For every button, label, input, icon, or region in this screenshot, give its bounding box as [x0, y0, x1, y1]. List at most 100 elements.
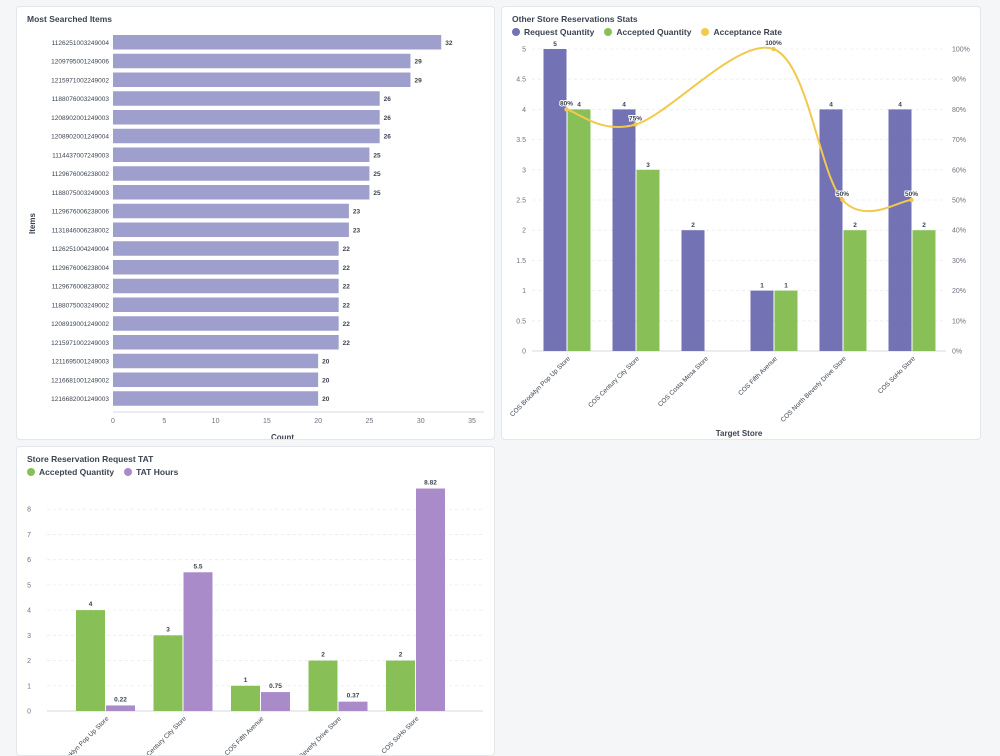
bar: [113, 185, 370, 200]
legend-label: Accepted Quantity: [616, 27, 692, 37]
legend-item[interactable]: Accepted Quantity: [604, 27, 691, 37]
y-tick-label: 1215971002249003: [51, 340, 109, 347]
line-label: 50%: [905, 191, 918, 198]
data-label: 22: [343, 321, 351, 328]
y-tick-label: 2: [522, 228, 526, 235]
bar: [113, 316, 339, 331]
y-tick-label: 1188075003249003: [52, 190, 110, 197]
y-tick-label: 0: [522, 349, 526, 356]
y-tick-label: 1216682001249003: [51, 396, 109, 403]
x-tick-label: 35: [468, 418, 476, 425]
bar: [113, 35, 442, 50]
y-tick-label: 0.5: [516, 318, 526, 325]
data-label: 0.75: [269, 683, 282, 690]
y-tick-label: 1209795001249006: [51, 59, 109, 66]
y-tick-label: 8: [27, 507, 31, 514]
data-label: 25: [373, 152, 381, 159]
x-tick-label: 0: [111, 418, 115, 425]
data-label: 2: [399, 652, 403, 659]
data-label: 25: [373, 171, 381, 178]
y-tick-label: 1129676006238004: [52, 265, 110, 272]
line-label: 50%: [836, 191, 849, 198]
y2-tick-label: 80%: [952, 107, 966, 114]
x-tick-label: 30: [417, 418, 425, 425]
reservations-chart: 00.511.522.533.544.550%10%20%30%40%50%60…: [509, 39, 970, 438]
bar: [113, 278, 339, 294]
legend-dot-icon: [701, 28, 710, 36]
y-tick-label: 1114437007249003: [52, 152, 109, 159]
y-tick-label: 1129676006238002: [52, 171, 110, 178]
legend-dot-icon: [124, 468, 133, 476]
bar-accepted-quantity: [636, 169, 660, 351]
data-label: 25: [373, 190, 381, 197]
bar-tat-hours: [261, 692, 290, 711]
y2-tick-label: 10%: [952, 318, 966, 325]
bar-request-quantity: [543, 49, 567, 351]
tat-card: Store Reservation Request TAT Accepted Q…: [16, 446, 495, 756]
bar: [113, 128, 380, 144]
data-label: 26: [384, 134, 392, 141]
data-label: 2: [853, 222, 857, 229]
legend-item[interactable]: Acceptance Rate: [701, 27, 782, 37]
y2-tick-label: 30%: [952, 258, 966, 265]
x-axis-title: Target Store: [716, 429, 763, 438]
legend: Accepted Quantity TAT Hours: [27, 467, 178, 477]
data-label: 22: [343, 246, 351, 253]
y-tick-label: 1: [522, 288, 526, 295]
bar: [113, 353, 319, 369]
bar: [113, 241, 339, 256]
data-label: 1: [784, 283, 788, 290]
legend-label: Accepted Quantity: [39, 467, 115, 477]
data-label: 2: [321, 652, 325, 659]
data-label: 22: [343, 265, 351, 272]
legend-item[interactable]: TAT Hours: [124, 467, 178, 477]
data-label: 26: [384, 115, 392, 122]
legend-label: Request Quantity: [524, 27, 595, 37]
bar-accepted-quantity: [231, 685, 260, 711]
data-label: 20: [322, 359, 330, 366]
y-tick-label: 3.5: [516, 137, 526, 144]
card-title: Store Reservation Request TAT: [27, 454, 154, 464]
x-tick-label: COS Fifth Avenue: [737, 355, 779, 397]
data-label: 26: [384, 96, 392, 103]
y-axis-title: Items: [28, 213, 37, 234]
bar-accepted-quantity: [76, 610, 105, 711]
bar-accepted-quantity: [843, 230, 867, 351]
data-label: 5.5: [193, 563, 202, 570]
x-tick-label: 15: [263, 418, 271, 425]
bar: [113, 391, 319, 406]
bar: [113, 297, 339, 312]
data-label: 22: [343, 340, 351, 347]
bar-accepted-quantity: [308, 660, 338, 711]
most-searched-chart: 0 5 10 15 20 25 30 35 1126251003249004 32 12097950…: [28, 35, 484, 439]
data-label: 29: [414, 59, 422, 66]
data-label: 4: [577, 101, 581, 108]
legend-label: Acceptance Rate: [713, 27, 782, 37]
y-tick-label: 1126251003249004: [52, 40, 110, 47]
card-title: Most Searched Items: [27, 14, 113, 24]
data-label: 2: [691, 222, 695, 229]
y2-tick-label: 0%: [952, 349, 962, 356]
legend-dot-icon: [512, 28, 520, 36]
y-tick-label: 0: [27, 709, 31, 716]
y-tick-label: 1188076003249003: [52, 96, 110, 103]
bar: [113, 222, 349, 237]
legend-item[interactable]: Request Quantity: [512, 27, 594, 37]
data-label: 1: [244, 677, 248, 684]
y-tick-label: 1208902001249004: [51, 134, 109, 141]
line-point: [909, 197, 914, 203]
data-label: 23: [353, 227, 361, 234]
legend-item[interactable]: Accepted Quantity: [27, 467, 114, 477]
y2-tick-label: 90%: [952, 77, 966, 84]
data-label: 22: [343, 302, 351, 309]
y-tick-label: 5: [27, 582, 31, 589]
bar: [113, 335, 339, 350]
y-tick-label: 2.5: [516, 198, 526, 205]
data-label: 22: [343, 284, 351, 291]
bar: [113, 147, 370, 162]
y-tick-label: 5: [522, 47, 526, 54]
x-tick-label: 5: [162, 418, 166, 425]
bar-request-quantity: [888, 109, 912, 352]
bar: [113, 72, 411, 87]
